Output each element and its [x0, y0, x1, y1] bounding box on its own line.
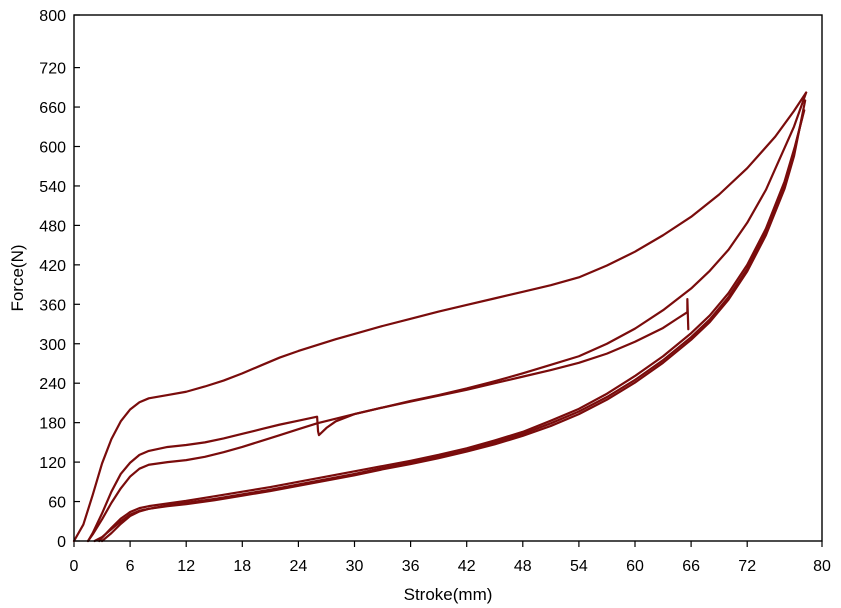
x-tick-label: 18 — [233, 558, 251, 575]
x-tick-label: 54 — [570, 558, 588, 575]
y-tick-label: 360 — [39, 297, 66, 314]
y-axis-title: Force(N) — [8, 244, 27, 311]
x-tick-label: 30 — [346, 558, 364, 575]
series-line-2 — [86, 91, 808, 543]
x-tick-label: 6 — [126, 558, 135, 575]
y-tick-label: 720 — [39, 61, 66, 78]
y-tick-label: 800 — [39, 8, 66, 25]
series-line-1 — [72, 91, 808, 543]
plot-frame — [73, 14, 823, 542]
y-tick-label: 120 — [39, 455, 66, 472]
y-tick-label: 300 — [39, 337, 66, 354]
y-tick-label: 0 — [57, 534, 66, 551]
y-tick-label: 420 — [39, 258, 66, 275]
series-line-6 — [100, 99, 807, 543]
y-tick-label: 480 — [39, 218, 66, 235]
y-tick-label: 180 — [39, 416, 66, 433]
x-tick-label: 24 — [290, 558, 308, 575]
x-tick-label: 42 — [458, 558, 476, 575]
x-tick-label: 12 — [177, 558, 195, 575]
y-tick-label: 240 — [39, 376, 66, 393]
x-tick-label: 36 — [402, 558, 420, 575]
tick-labels: 0 6 12 18 24 30 36 42 48 54 60 66 72 8006012018024030… — [39, 8, 831, 575]
plot-lines — [72, 91, 808, 543]
y-tick-label: 660 — [39, 100, 66, 117]
series-line-5 — [98, 109, 806, 543]
y-tick-label: 600 — [39, 140, 66, 157]
x-tick-label: 60 — [626, 558, 644, 575]
x-tick-label: 0 — [70, 558, 79, 575]
y-tick-label: 60 — [48, 495, 66, 512]
axis-ticks — [73, 14, 823, 547]
x-tick-label: 48 — [514, 558, 532, 575]
x-tick-label: 80 — [813, 558, 831, 575]
x-tick-label: 66 — [682, 558, 700, 575]
y-tick-label: 540 — [39, 179, 66, 196]
x-axis-title: Stroke(mm) — [404, 585, 493, 604]
series-line-3 — [86, 297, 690, 543]
x-tick-label: 72 — [738, 558, 756, 575]
